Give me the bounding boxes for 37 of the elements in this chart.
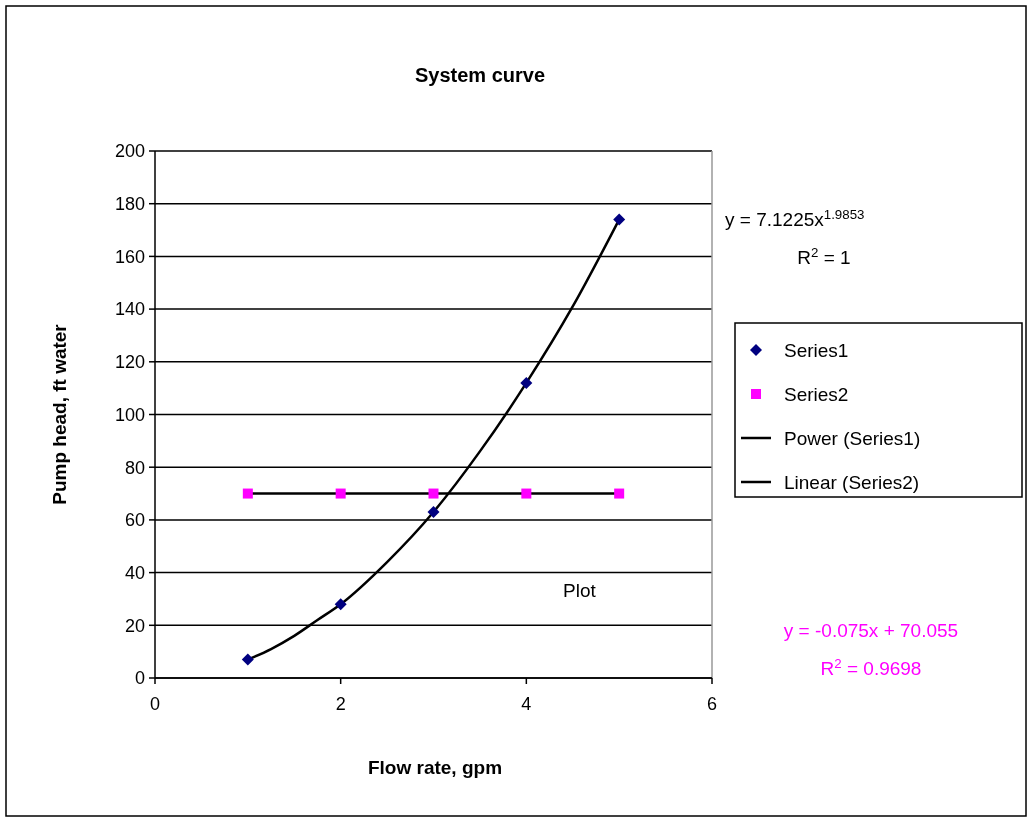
text: y = 7.1225x$^{1.9853}$ [725, 206, 865, 230]
y-tick-label: 200 [114, 141, 145, 162]
annotation: Plot [563, 580, 597, 601]
chart-title: System curve [414, 64, 546, 86]
x-axis-title: Flow rate, gpm [367, 757, 503, 778]
legend-label: Series1 [784, 339, 849, 361]
point [428, 488, 439, 499]
point [241, 653, 254, 666]
y-tick-label: 180 [114, 194, 145, 214]
x-tick-label: 0 [149, 694, 161, 714]
x-tick-label: 2 [335, 694, 346, 714]
legend-label: Series2 [784, 383, 849, 405]
y-tick-label: 80 [124, 457, 145, 478]
point [334, 598, 347, 611]
y-axis-title: Pump head, ft water [49, 323, 70, 505]
x-tick-label: 4 [521, 694, 532, 714]
y-tick-label: 60 [124, 510, 145, 531]
point [614, 488, 625, 499]
legend-label: Linear (Series2) [784, 471, 920, 493]
legend-label: Power (Series1) [784, 427, 921, 449]
text: R$^{2}$ = 0.9698 [820, 655, 922, 679]
y-tick-label: 100 [114, 404, 145, 425]
y-tick-label: 120 [114, 352, 145, 373]
y-tick-label: 160 [114, 246, 145, 267]
y-tick-label: 0 [134, 668, 145, 689]
point [613, 213, 626, 226]
point [242, 488, 253, 499]
point [427, 506, 440, 518]
text: y = -0.075x + 70.055 [783, 620, 959, 641]
y-tick-label: 40 [124, 562, 145, 583]
y-tick-label: 140 [114, 299, 145, 320]
point [335, 488, 346, 499]
text: R$^{2}$ = 1 [797, 244, 851, 268]
point [520, 376, 533, 389]
y-tick-label: 20 [124, 615, 145, 636]
point [521, 488, 532, 499]
x-tick-label: 6 [706, 694, 718, 714]
